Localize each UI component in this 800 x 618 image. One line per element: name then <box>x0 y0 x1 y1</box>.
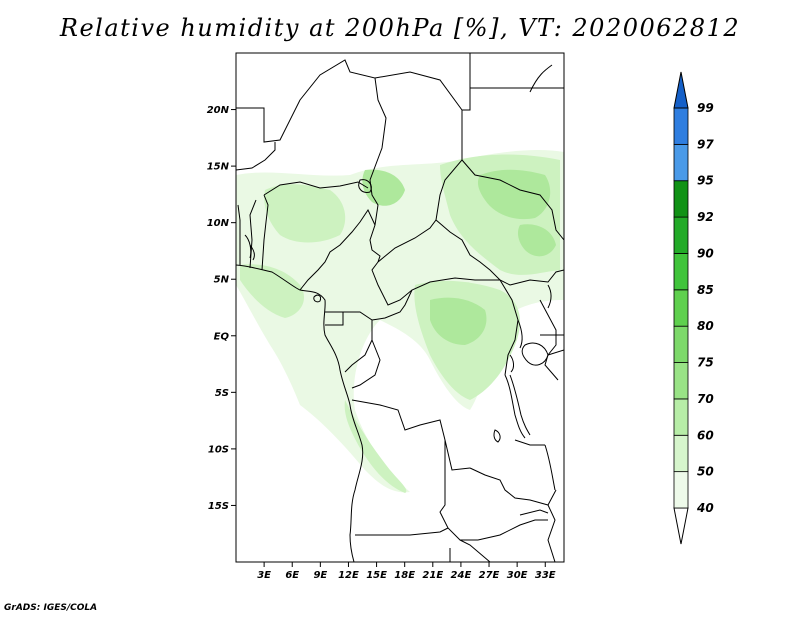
lon-tick-label: 3E <box>257 570 271 581</box>
colorbar-label: 70 <box>697 392 714 406</box>
lake-turkana <box>547 284 552 309</box>
lat-tick-label: 10S <box>208 444 229 455</box>
border-ghana <box>237 204 241 265</box>
border-north-2 <box>236 142 276 171</box>
lake-victoria <box>521 342 549 366</box>
colorbar-swatch <box>673 398 689 436</box>
lake-mweru <box>493 429 501 443</box>
humidity-area-strong <box>517 224 556 257</box>
map-title: Relative humidity at 200hPa [%], VT: 202… <box>59 14 741 42</box>
colorbar-label: 80 <box>697 319 714 333</box>
colorbar-label: 90 <box>697 246 714 260</box>
colorbar-label: 97 <box>697 137 714 151</box>
colorbar-label: 60 <box>697 428 714 442</box>
border-niger-nigeria <box>263 181 369 196</box>
lon-tick-label: 18E <box>394 570 415 581</box>
latitude-axis: 20N 15N 10N 5N EQ 5S 10S 15S <box>207 105 236 512</box>
colorbar-swatch <box>673 471 689 509</box>
colorbar-label: 92 <box>697 210 714 224</box>
lon-tick-label: 30E <box>507 570 528 581</box>
coastline-west-africa <box>236 264 364 562</box>
lon-tick-label: 15E <box>366 570 387 581</box>
colorbar-swatch <box>673 143 689 182</box>
border-eq-guinea <box>325 311 344 326</box>
border-chad <box>369 179 381 263</box>
lake-outlines <box>244 64 553 516</box>
colorbar-label: 95 <box>697 174 714 188</box>
border-drc-angola <box>351 399 471 471</box>
border-north <box>236 59 387 181</box>
map-frame <box>235 52 565 563</box>
colorbar: 40 50 60 70 75 80 85 90 92 95 97 99 <box>673 71 714 545</box>
border-uganda-kenya <box>539 299 559 381</box>
colorbar-lower-arrow <box>673 507 689 545</box>
lon-tick-label: 27E <box>479 570 500 581</box>
colorbar-swatch <box>673 107 689 145</box>
lat-tick-label: 15S <box>208 501 229 512</box>
lon-tick-label: 24E <box>451 570 472 581</box>
border-car <box>377 219 511 286</box>
colorbar-swatch <box>673 362 689 400</box>
humidity-area-mid <box>240 264 305 318</box>
lat-tick-label: 10N <box>207 218 230 229</box>
humidity-area-mid <box>344 400 407 493</box>
humidity-area-strong <box>477 169 551 220</box>
colorbar-swatch <box>673 289 689 327</box>
humidity-area-strong <box>430 297 487 345</box>
border-angola-namibia <box>355 527 449 536</box>
lake-kariba <box>519 509 549 516</box>
border-egypt-sudan <box>462 53 471 111</box>
border-car-south <box>371 261 500 306</box>
lon-tick-label: 33E <box>535 570 556 581</box>
border-kenya-tz <box>540 334 564 356</box>
border-moz <box>547 504 556 562</box>
bioko-island <box>313 294 321 303</box>
border-namibia-botswana <box>449 539 491 562</box>
colorbar-label: 75 <box>697 356 714 370</box>
colorbar-label: 85 <box>697 283 714 297</box>
lat-tick-label: 5N <box>214 275 230 286</box>
border-benin-nigeria <box>261 194 269 271</box>
border-drc-east <box>499 279 519 376</box>
longitude-axis: 3E 6E 9E 12E 15E 18E 21E 24E 27E 30E 33E <box>257 562 556 581</box>
colorbar-label: 40 <box>696 501 714 515</box>
colorbar-label: 99 <box>697 101 714 115</box>
border-ethiopia <box>461 159 564 241</box>
colorbar-swatch <box>673 253 689 291</box>
border-libya-sudan <box>374 71 463 221</box>
lake-kivu <box>509 354 514 373</box>
lon-tick-label: 21E <box>422 570 443 581</box>
lake-tana <box>529 64 553 93</box>
colorbar-swatch <box>673 216 689 254</box>
humidity-area-mid <box>264 184 346 243</box>
lake-albert <box>517 319 523 349</box>
border-south-sudan <box>509 269 564 286</box>
colorbar-swatch <box>673 434 689 473</box>
lake-chad <box>358 179 372 193</box>
lon-tick-label: 12E <box>338 570 359 581</box>
border-nigeria-cameroon <box>299 208 376 291</box>
lon-tick-label: 9E <box>313 570 327 581</box>
lat-tick-label: 5S <box>215 388 229 399</box>
border-zambia <box>469 467 557 506</box>
border-tanzania <box>514 439 545 446</box>
lat-tick-label: 15N <box>207 162 230 173</box>
colorbar-swatch <box>673 325 689 363</box>
colorbar-label: 50 <box>697 465 714 479</box>
lake-tanganyika <box>504 374 531 439</box>
humidity-field <box>236 150 564 493</box>
lake-volta <box>244 234 255 261</box>
colorbar-swatch <box>673 180 689 218</box>
lon-tick-label: 6E <box>285 570 299 581</box>
lat-tick-label: 20N <box>207 105 230 116</box>
border-zambia-zim <box>477 519 548 541</box>
grads-credit: GrADS: IGES/COLA <box>4 603 98 613</box>
border-congo-drc <box>351 289 413 389</box>
colorbar-upper-arrow <box>673 71 689 109</box>
lat-tick-label: EQ <box>214 331 230 342</box>
lake-malawi <box>544 444 556 491</box>
country-borders <box>236 53 564 562</box>
border-angola-zambia <box>439 440 478 541</box>
